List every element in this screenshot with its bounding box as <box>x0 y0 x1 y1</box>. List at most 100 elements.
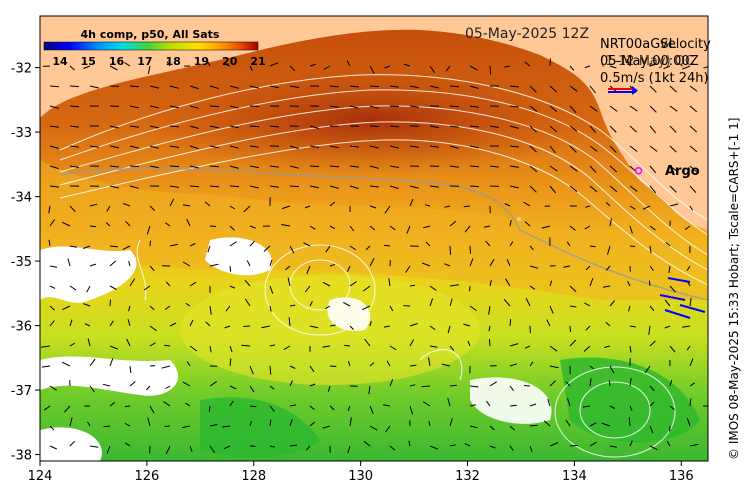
velocity-arrow <box>149 405 155 414</box>
velocity-arrow <box>369 85 380 88</box>
velocity-arrow <box>629 345 632 353</box>
velocity-arrow <box>549 105 558 113</box>
velocity-arrow <box>464 225 471 233</box>
velocity-arrow <box>249 165 259 169</box>
velocity-arrow <box>69 105 80 108</box>
colorbar-tick-label: 21 <box>250 55 265 68</box>
velocity-arrow <box>609 365 615 374</box>
argo-dot <box>634 167 643 175</box>
velocity-arrow <box>146 385 151 391</box>
velocity-arrow <box>663 65 671 70</box>
velocity-arrow <box>689 443 699 447</box>
velocity-arrow <box>689 358 694 367</box>
velocity-arrow <box>509 385 515 392</box>
velocity-arrow <box>389 165 399 168</box>
velocity-arrow <box>229 105 239 109</box>
velocity-arrow <box>703 66 708 69</box>
y-tick-label: -38 <box>11 449 32 464</box>
velocity-arrow <box>609 445 617 448</box>
velocity-arrow <box>489 425 495 431</box>
velocity-arrow <box>289 365 296 369</box>
velocity-arrow <box>529 445 533 452</box>
velocity-arrow <box>489 165 499 168</box>
velocity-arrow <box>469 185 480 188</box>
velocity-arrow <box>710 246 716 250</box>
velocity-arrow <box>569 125 578 132</box>
velocity-arrow <box>567 398 571 407</box>
velocity-arrow <box>509 185 519 189</box>
velocity-arrow <box>629 405 633 412</box>
velocity-arrow <box>362 285 371 292</box>
velocity-arrow <box>389 225 396 231</box>
colorbar: 4h comp, p50, All Sats 14 15 16 17 18 19 20 21 <box>43 28 266 68</box>
velocity-arrow <box>488 305 491 315</box>
velocity-arrow <box>189 243 196 247</box>
velocity-arrow <box>49 445 58 450</box>
velocity-arrow <box>483 225 491 228</box>
velocity-arrow <box>629 440 633 447</box>
velocity-arrow <box>529 185 537 193</box>
velocity-arrow <box>469 245 471 254</box>
velocity-arrow <box>87 421 91 427</box>
velocity-arrow <box>582 405 591 408</box>
velocity-arrow <box>122 245 131 250</box>
velocity-arrow <box>249 385 255 393</box>
velocity-arrow <box>349 325 354 330</box>
y-tick-label: -36 <box>11 320 32 335</box>
velocity-arrow <box>329 264 335 267</box>
velocity-arrow <box>489 65 492 75</box>
velocity-arrow <box>209 85 219 89</box>
velocity-arrow <box>344 344 351 347</box>
velocity-arrow <box>289 85 299 88</box>
velocity-arrow <box>503 298 511 307</box>
velocity-arrow <box>349 245 356 251</box>
velocity-arrow <box>209 185 220 188</box>
velocity-arrow <box>129 278 136 287</box>
velocity-arrow <box>149 125 159 129</box>
velocity-arrow <box>569 305 577 308</box>
velocity-arrow <box>504 65 511 68</box>
velocity-arrow <box>169 85 179 89</box>
velocity-arrow <box>604 345 611 348</box>
velocity-arrow <box>189 185 200 188</box>
velocity-arrow <box>243 325 251 327</box>
velocity-arrow <box>469 258 474 267</box>
velocity-arrow <box>469 425 478 429</box>
velocity-arrow <box>109 145 119 149</box>
velocity-arrow <box>229 145 239 149</box>
velocity-arrow <box>69 319 73 327</box>
velocity-arrow <box>566 241 571 247</box>
velocity-arrow <box>664 325 671 329</box>
velocity-arrow <box>149 105 159 109</box>
velocity-arrow <box>349 417 352 427</box>
velocity-arrow <box>686 345 691 351</box>
velocity-arrow <box>89 203 98 207</box>
velocity-arrow <box>523 385 531 387</box>
velocity-arrow <box>449 345 455 351</box>
velocity-arrow <box>169 105 179 109</box>
velocity-arrow <box>629 185 638 192</box>
velocity-arrow <box>669 203 679 207</box>
velocity-arrow <box>409 198 414 207</box>
legend-line1a: NRT00aGSL <box>600 37 677 52</box>
velocity-arrow <box>89 225 97 228</box>
velocity-arrow <box>649 401 655 407</box>
velocity-arrow <box>69 125 79 128</box>
velocity-arrow <box>161 365 171 369</box>
velocity-arrow <box>388 278 391 287</box>
velocity-arrow <box>389 379 394 387</box>
velocity-arrow <box>449 125 459 128</box>
velocity-arrow <box>543 420 551 427</box>
velocity-arrow <box>106 205 111 212</box>
velocity-arrow <box>189 319 194 327</box>
velocity-arrow <box>569 105 577 114</box>
velocity-arrow <box>629 205 636 210</box>
velocity-arrow <box>169 145 179 148</box>
velocity-arrow <box>347 361 351 367</box>
velocity-arrow <box>529 424 538 427</box>
velocity-arrow <box>469 65 478 71</box>
velocity-arrow <box>129 85 140 88</box>
velocity-arrow <box>689 105 698 113</box>
velocity-arrow <box>422 262 431 267</box>
velocity-arrow <box>289 145 299 150</box>
